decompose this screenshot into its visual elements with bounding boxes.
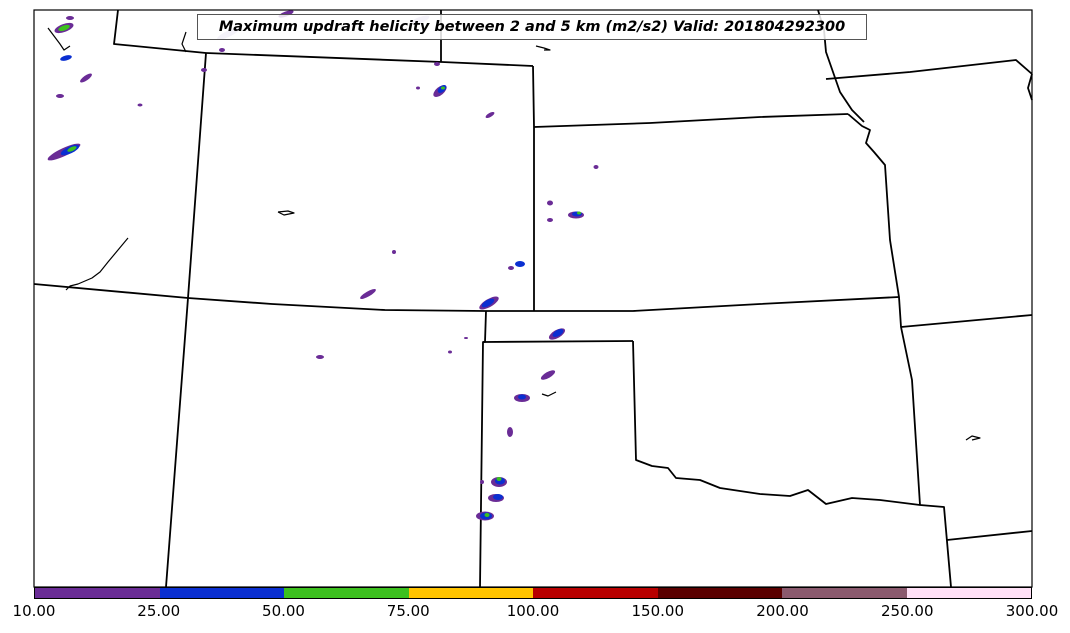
colorbar-tick-label: 75.00	[386, 602, 430, 620]
lake-small-3	[541, 391, 557, 397]
colorbar-segment	[159, 588, 284, 598]
river-top-mid	[181, 31, 187, 53]
border-ks-mo	[847, 113, 921, 506]
map-title: Maximum updraft helicity between 2 and 5…	[197, 14, 867, 40]
state-borders	[33, 9, 1033, 588]
border-wy-east	[532, 65, 535, 311]
lake-small-1	[277, 210, 295, 216]
border-ar-tx	[946, 530, 1033, 541]
colorbar-tick-label: 300.00	[1005, 602, 1059, 620]
colorbar-tick-label: 150.00	[631, 602, 685, 620]
lake-shoreline	[65, 237, 129, 291]
colorbar-segment	[35, 588, 160, 598]
border-wy-north	[205, 52, 534, 67]
lake-small-4	[965, 435, 981, 441]
border-id-mt	[113, 9, 207, 54]
border-ok-panhandle	[632, 340, 952, 588]
helicity-features	[47, 10, 599, 521]
border-co-nm	[482, 340, 634, 343]
colorbar-segment	[657, 588, 782, 598]
border-ks-ok	[900, 314, 1033, 328]
colorbar-tick-label: 10.00	[12, 602, 56, 620]
lake-small-2	[535, 45, 551, 51]
colorbar-tick-label: 50.00	[262, 602, 305, 620]
border-sd-ne	[533, 113, 849, 128]
colorbar	[34, 587, 1032, 599]
colorbar-tick-label: 25.00	[137, 602, 181, 620]
colorbar-segment	[782, 588, 907, 598]
colorbar-segment	[284, 588, 409, 598]
colorbar-segment	[906, 588, 1031, 598]
colorbar-segment	[408, 588, 533, 598]
border-ia-mn	[825, 59, 1033, 80]
lake-west-top	[47, 27, 71, 51]
colorbar-tick-label: 100.00	[506, 602, 560, 620]
colorbar-segment	[533, 588, 658, 598]
border-co-ne	[485, 296, 900, 312]
border-ia-east	[1027, 73, 1033, 101]
colorbar-tick-label: 200.00	[756, 602, 809, 620]
colorbar-tick-label: 250.00	[881, 602, 934, 620]
border-ut-north	[33, 283, 486, 312]
